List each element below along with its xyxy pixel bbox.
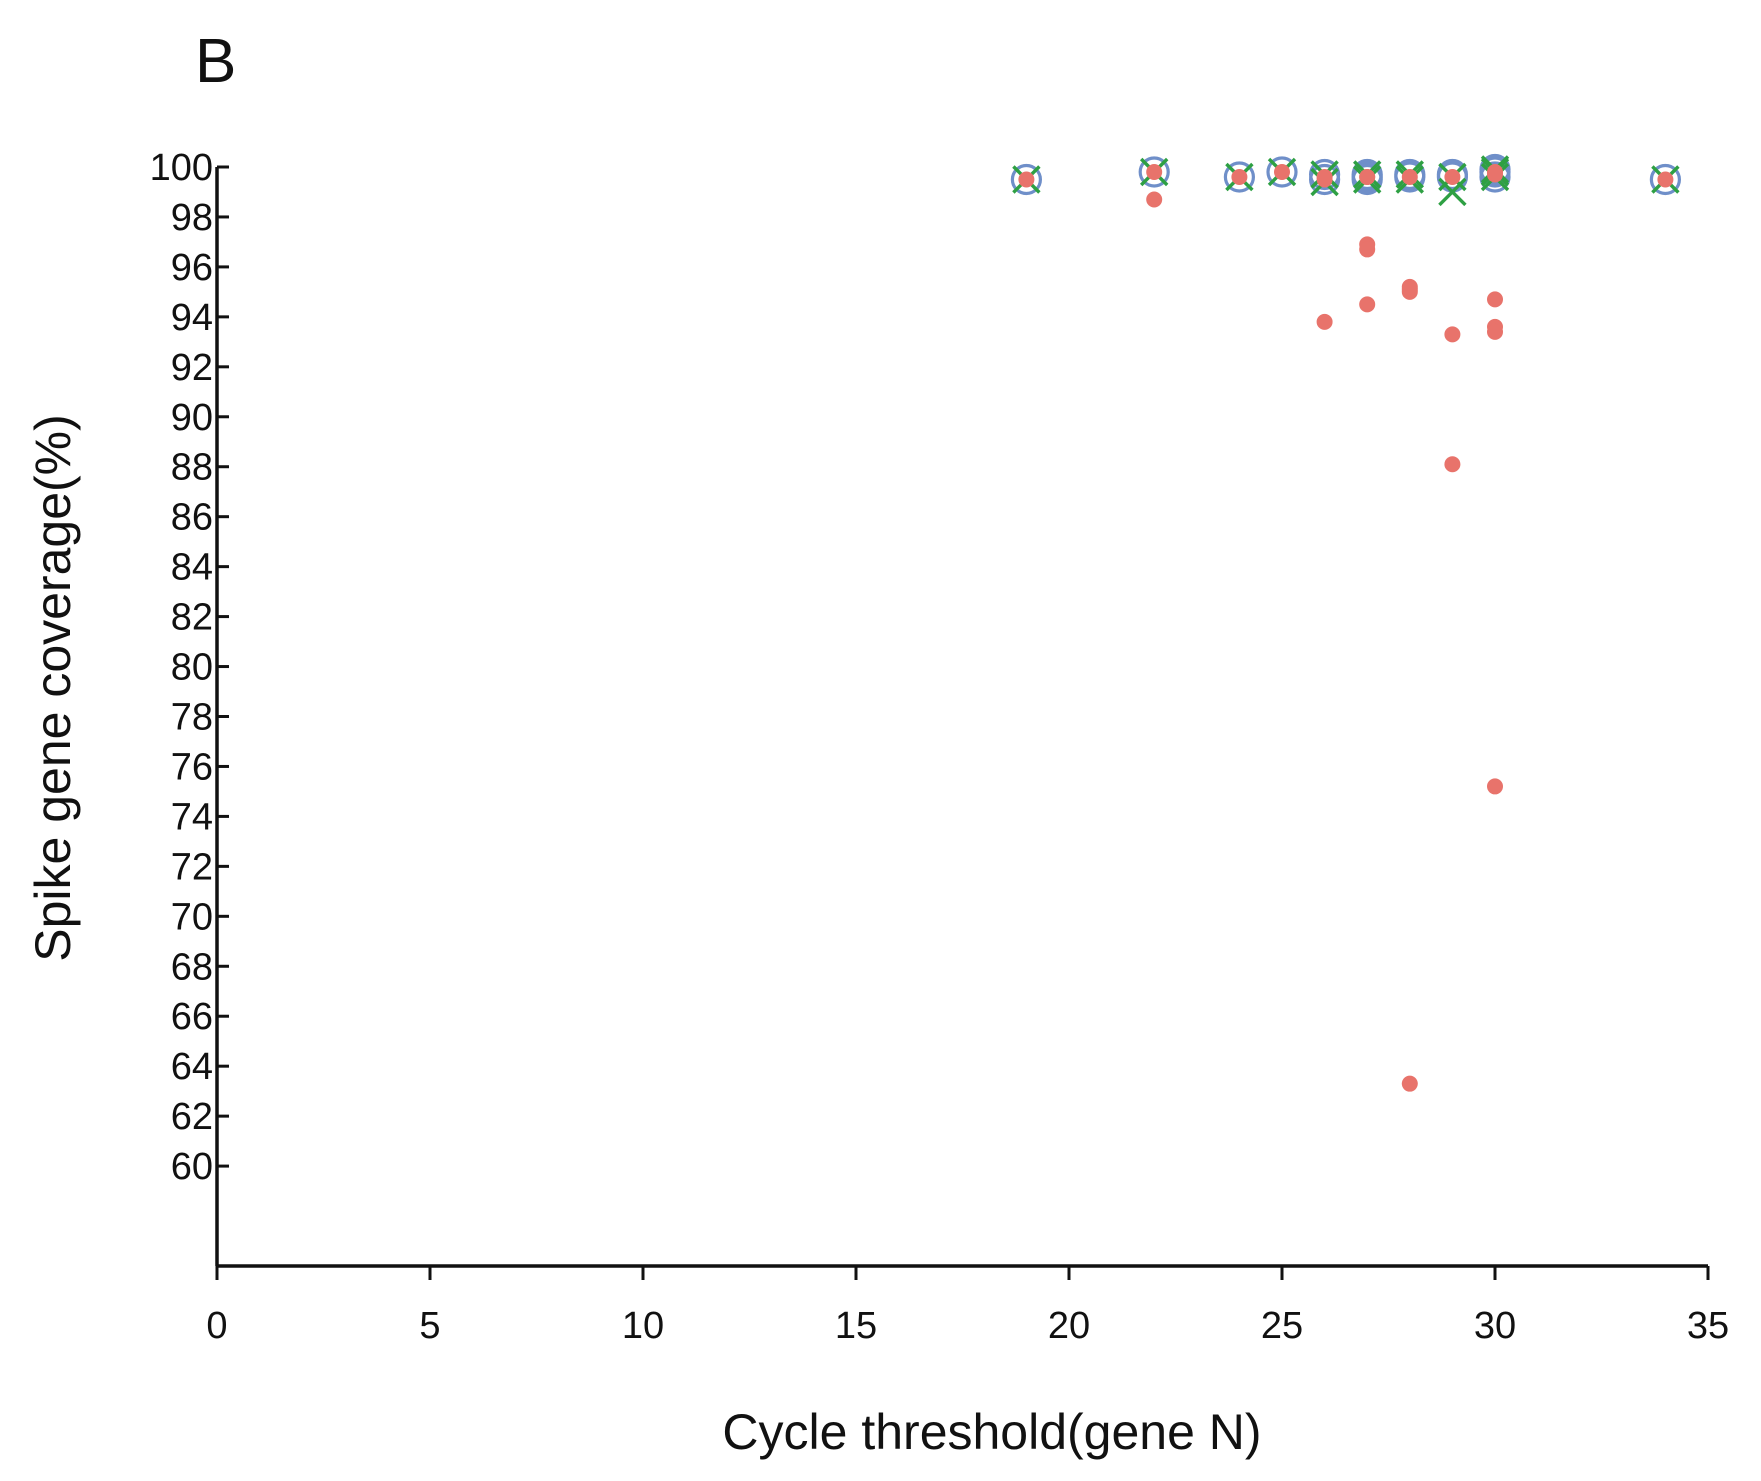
filled-dot-point — [1444, 168, 1461, 185]
filled-dot-point — [1359, 168, 1376, 185]
filled-dot-point — [1401, 168, 1418, 185]
filled-dot-point — [1359, 296, 1376, 313]
filled-dot-point — [1231, 168, 1248, 185]
axes — [215, 167, 1708, 1268]
y-tick-label: 62 — [171, 1096, 213, 1138]
filled-dot-point — [1487, 291, 1503, 308]
y-tick-label: 80 — [171, 647, 213, 689]
filled-dot-point — [1146, 191, 1163, 208]
y-tick-label: 100 — [150, 147, 213, 189]
y-tick-label: 86 — [171, 497, 213, 539]
x-tick-label: 25 — [1261, 1305, 1303, 1347]
x-tick-label: 5 — [419, 1305, 440, 1347]
open-circle-point — [1138, 156, 1170, 188]
open-circle-point — [1010, 163, 1043, 196]
y-tick-label: 98 — [171, 197, 213, 239]
y-tick-label: 60 — [171, 1146, 213, 1188]
filled-dot-point — [1316, 171, 1333, 188]
y-tick-label: 78 — [171, 697, 213, 739]
filled-dot-point — [1444, 326, 1461, 343]
filled-dot-point — [1018, 171, 1035, 188]
open-circle-point — [1649, 163, 1682, 196]
x-tick-label: 15 — [835, 1305, 877, 1347]
panel-label: B — [195, 27, 236, 96]
open-circle-point — [1266, 156, 1298, 188]
open-circle-point — [1436, 158, 1469, 191]
y-tick-label: 92 — [171, 347, 213, 389]
y-tick-label: 74 — [171, 796, 213, 838]
filled-dot-point — [1146, 163, 1163, 180]
y-tick-label: 66 — [171, 996, 213, 1038]
open-circle-point — [1479, 153, 1511, 186]
y-tick-label: 82 — [171, 597, 213, 639]
open-circle-point — [1351, 161, 1383, 193]
filled-dot-point — [1444, 456, 1461, 473]
x-tick-label: 10 — [622, 1305, 664, 1347]
data-points — [1010, 153, 1682, 1092]
open-circle-point — [1394, 158, 1426, 191]
filled-dot-point — [1401, 281, 1418, 298]
y-tick-label: 94 — [171, 297, 213, 339]
y-tick-label: 68 — [171, 946, 213, 988]
filled-dot-point — [1359, 241, 1376, 258]
filled-dot-point — [1487, 166, 1503, 183]
y-tick-label: 84 — [171, 547, 213, 589]
filled-dot-point — [1401, 1075, 1418, 1092]
x-tick-label: 35 — [1687, 1305, 1729, 1347]
y-tick-label: 90 — [171, 397, 213, 439]
y-axis-title: Spike gene coverage(%) — [25, 414, 81, 962]
y-tick-label: 88 — [171, 447, 213, 489]
filled-dot-point — [1487, 323, 1503, 340]
cross-point — [1438, 177, 1467, 207]
y-tick-label: 96 — [171, 247, 213, 289]
y-tick-label: 72 — [171, 846, 213, 888]
open-circle-point — [1308, 158, 1341, 191]
y-tick-label: 70 — [171, 896, 213, 938]
filled-dot-point — [1487, 778, 1503, 795]
y-tick-label: 64 — [171, 1046, 213, 1088]
y-tick-label: 76 — [171, 746, 213, 788]
x-tick-label: 30 — [1474, 1305, 1516, 1347]
x-axis-title: Cycle threshold(gene N) — [722, 1404, 1261, 1460]
x-tick-label: 0 — [206, 1305, 227, 1347]
x-ticks: 0 5 10 15 20 25 30 35 — [206, 1266, 1729, 1347]
open-circle-point — [1223, 161, 1256, 193]
filled-dot-point — [1274, 163, 1290, 180]
filled-dot-point — [1316, 313, 1333, 330]
x-tick-label: 20 — [1048, 1305, 1090, 1347]
filled-dot-point — [1657, 171, 1674, 188]
y-ticks: 60 62 64 66 68 70 72 74 76 78 80 82 84 86 88 90 92 94 96 98… — [150, 147, 229, 1188]
